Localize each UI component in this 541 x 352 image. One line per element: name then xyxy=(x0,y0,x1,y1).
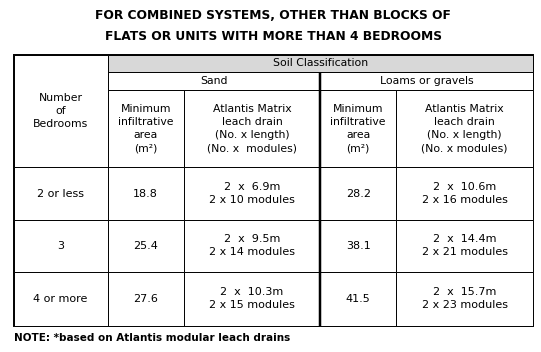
Bar xyxy=(396,220,533,272)
Bar xyxy=(108,90,183,168)
Bar xyxy=(396,90,533,168)
Text: 41.5: 41.5 xyxy=(346,294,371,304)
Text: Atlantis Matrix
leach drain
(No. x length)
(No. x modules): Atlantis Matrix leach drain (No. x lengt… xyxy=(421,104,508,153)
Text: Loams or gravels: Loams or gravels xyxy=(380,76,473,86)
Text: 4 or more: 4 or more xyxy=(34,294,88,304)
Text: 28.2: 28.2 xyxy=(346,189,371,199)
Text: 2  x  6.9m
2 x 10 modules: 2 x 6.9m 2 x 10 modules xyxy=(209,182,295,205)
Text: Sand: Sand xyxy=(200,76,228,86)
Bar xyxy=(320,71,533,90)
Bar xyxy=(320,168,396,220)
Bar xyxy=(183,90,320,168)
Text: 2  x  9.5m
2 x 14 modules: 2 x 9.5m 2 x 14 modules xyxy=(209,234,295,257)
Bar xyxy=(396,272,533,326)
Bar xyxy=(320,272,396,326)
Bar xyxy=(108,71,320,90)
Bar xyxy=(183,168,320,220)
Text: Atlantis Matrix
leach drain
(No. x length)
(No. x  modules): Atlantis Matrix leach drain (No. x lengt… xyxy=(207,104,297,153)
Text: FOR COMBINED SYSTEMS, OTHER THAN BLOCKS OF: FOR COMBINED SYSTEMS, OTHER THAN BLOCKS … xyxy=(95,10,451,22)
Text: Soil Classification: Soil Classification xyxy=(273,58,368,68)
Bar xyxy=(320,220,396,272)
Text: 27.6: 27.6 xyxy=(133,294,158,304)
Bar xyxy=(396,168,533,220)
Text: Number
of
Bedrooms: Number of Bedrooms xyxy=(33,93,88,129)
Text: 2  x  15.7m
2 x 23 modules: 2 x 15.7m 2 x 23 modules xyxy=(421,287,507,310)
Text: NOTE: *based on Atlantis modular leach drains: NOTE: *based on Atlantis modular leach d… xyxy=(14,333,290,343)
Text: 18.8: 18.8 xyxy=(133,189,158,199)
Bar xyxy=(108,220,183,272)
Text: FLATS OR UNITS WITH MORE THAN 4 BEDROOMS: FLATS OR UNITS WITH MORE THAN 4 BEDROOMS xyxy=(105,31,441,43)
Text: Minimum
infiltrative
area
(m²): Minimum infiltrative area (m²) xyxy=(331,104,386,153)
Bar xyxy=(320,90,396,168)
Text: 3: 3 xyxy=(57,241,64,251)
Bar xyxy=(14,220,108,272)
Text: 2  x  10.3m
2 x 15 modules: 2 x 10.3m 2 x 15 modules xyxy=(209,287,295,310)
Bar xyxy=(108,55,533,71)
Text: 38.1: 38.1 xyxy=(346,241,371,251)
Text: 2  x  10.6m
2 x 16 modules: 2 x 10.6m 2 x 16 modules xyxy=(421,182,507,205)
Bar xyxy=(14,168,108,220)
Text: Minimum
infiltrative
area
(m²): Minimum infiltrative area (m²) xyxy=(118,104,174,153)
Text: 25.4: 25.4 xyxy=(133,241,158,251)
Bar xyxy=(108,272,183,326)
Text: 2  x  14.4m
2 x 21 modules: 2 x 14.4m 2 x 21 modules xyxy=(421,234,507,257)
Bar xyxy=(108,168,183,220)
Bar xyxy=(183,220,320,272)
Bar xyxy=(14,55,108,168)
Bar xyxy=(183,272,320,326)
Bar xyxy=(14,272,108,326)
Text: 2 or less: 2 or less xyxy=(37,189,84,199)
Bar xyxy=(14,55,533,326)
